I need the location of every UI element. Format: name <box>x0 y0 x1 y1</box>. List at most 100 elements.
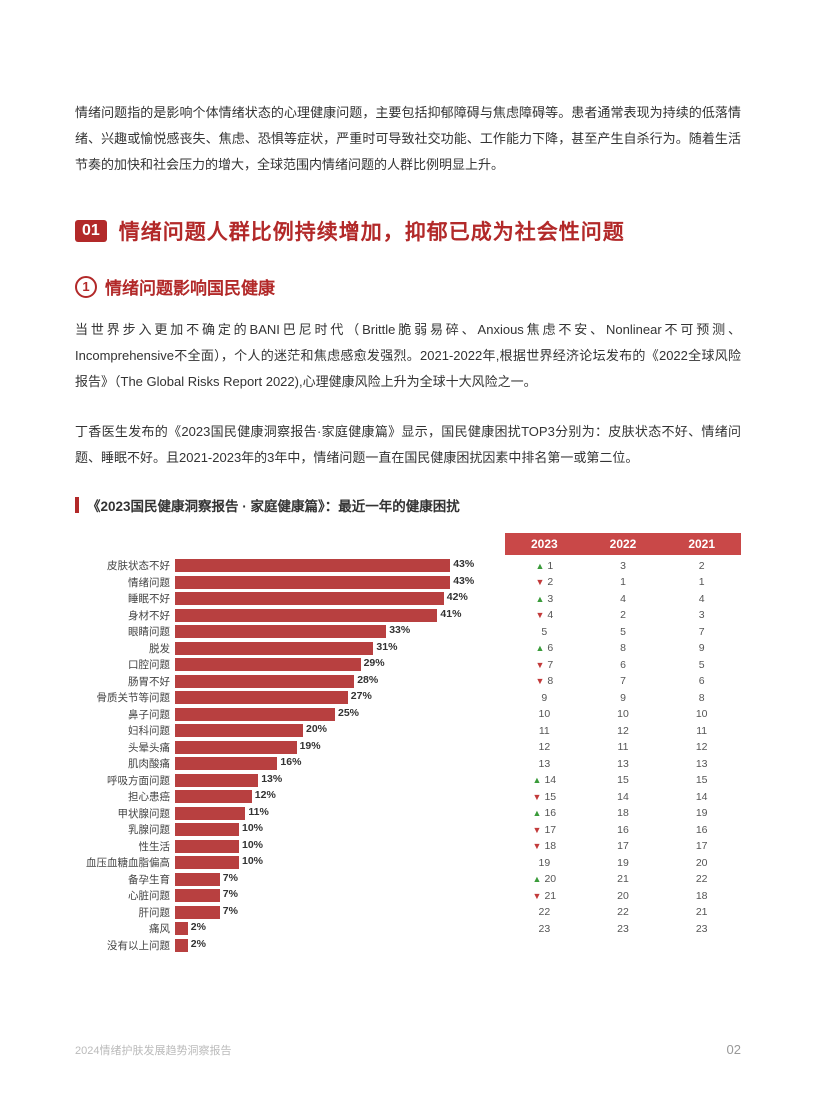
rank-cell: 16 <box>584 824 663 836</box>
rank-table: 2023 2022 2021 ▲132▼211▲344▼423557▲689▼7… <box>505 533 741 954</box>
bar-value: 25% <box>338 707 359 719</box>
body-paragraph-2: 丁香医生发布的《2023国民健康洞察报告·家庭健康篇》显示，国民健康困扰TOP3… <box>75 419 741 471</box>
bar-fill <box>175 757 277 770</box>
year-header-2022: 2022 <box>584 537 663 551</box>
bar-value: 7% <box>223 905 238 917</box>
rank-cell: ▼17 <box>505 824 584 836</box>
rank-cell: 22 <box>662 873 741 885</box>
rank-row: ▼212018 <box>505 888 741 903</box>
rank-row <box>505 938 741 953</box>
rank-cell: 23 <box>662 923 741 935</box>
chart-title-accent <box>75 497 79 513</box>
bar-label: 血压血糖血脂偏高 <box>75 855 175 870</box>
rank-row: ▼151414 <box>505 789 741 804</box>
section-number-badge: 01 <box>75 220 107 242</box>
rank-cell: ▼18 <box>505 840 584 852</box>
bar-value: 13% <box>261 773 282 785</box>
rank-cell: 3 <box>584 560 663 572</box>
bar-value: 2% <box>191 921 206 933</box>
bar-fill <box>175 873 220 886</box>
rank-cell: 22 <box>505 906 584 918</box>
bar-row: 皮肤状态不好43% <box>75 558 495 573</box>
bar-fill <box>175 708 335 721</box>
bar-label: 妇科问题 <box>75 723 175 738</box>
subsection-header: 1 情绪问题影响国民健康 <box>75 274 741 299</box>
bar-label: 痛风 <box>75 921 175 936</box>
bar-value: 11% <box>248 806 268 818</box>
bar-row: 担心患癌12% <box>75 789 495 804</box>
bar-row: 肠胃不好28% <box>75 674 495 689</box>
rank-row: ▼876 <box>505 674 741 689</box>
rank-cell: 11 <box>662 725 741 737</box>
bar-value: 41% <box>440 608 461 620</box>
bar-value: 7% <box>223 888 238 900</box>
rank-cell: 4 <box>662 593 741 605</box>
body-paragraph-1: 当世界步入更加不确定的BANI巴尼时代（Brittle脆弱易碎、Anxious焦… <box>75 317 741 395</box>
arrow-down-icon: ▼ <box>535 676 544 686</box>
bar-chart: 皮肤状态不好43%情绪问题43%睡眠不好42%身材不好41%眼睛问题33%脱发3… <box>75 533 495 954</box>
chart-title-row: 《2023国民健康洞察报告 · 家庭健康篇》：最近一年的健康困扰 <box>75 495 741 515</box>
bar-label: 眼睛问题 <box>75 624 175 639</box>
rank-row: 998 <box>505 690 741 705</box>
bar-label: 鼻子问题 <box>75 707 175 722</box>
rank-cell: 19 <box>662 807 741 819</box>
rank-cell: 9 <box>505 692 584 704</box>
rank-cell: 16 <box>662 824 741 836</box>
bar-value: 10% <box>242 855 263 867</box>
rank-cell: ▼21 <box>505 890 584 902</box>
rank-cell: 7 <box>584 675 663 687</box>
rank-row: ▲132 <box>505 558 741 573</box>
rank-cell: 13 <box>584 758 663 770</box>
bar-row: 口腔问题29% <box>75 657 495 672</box>
bar-value: 10% <box>242 822 263 834</box>
subsection-title: 情绪问题影响国民健康 <box>105 274 275 299</box>
rank-cell: 6 <box>662 675 741 687</box>
rank-cell: ▼7 <box>505 659 584 671</box>
bar-row: 性生活 10% <box>75 839 495 854</box>
rank-row: 101010 <box>505 707 741 722</box>
bar-label: 肝问题 <box>75 905 175 920</box>
arrow-down-icon: ▼ <box>533 792 542 802</box>
rank-cell: 13 <box>662 758 741 770</box>
rank-cell: 10 <box>505 708 584 720</box>
rank-cell: 23 <box>584 923 663 935</box>
bar-row: 眼睛问题33% <box>75 624 495 639</box>
bar-row: 心脏问题7% <box>75 888 495 903</box>
rank-cell: ▲20 <box>505 873 584 885</box>
rank-cell: 5 <box>505 626 584 638</box>
rank-cell: 6 <box>584 659 663 671</box>
arrow-up-icon: ▲ <box>535 643 544 653</box>
rank-row: 121112 <box>505 740 741 755</box>
rank-row: 557 <box>505 624 741 639</box>
rank-row: ▼423 <box>505 608 741 623</box>
footer-report-name: 2024情绪护肤发展趋势洞察报告 <box>75 1042 231 1058</box>
bar-value: 43% <box>453 558 474 570</box>
bar-label: 身材不好 <box>75 608 175 623</box>
rank-cell: 13 <box>505 758 584 770</box>
bar-fill <box>175 922 188 935</box>
rank-row: 131313 <box>505 756 741 771</box>
bar-fill <box>175 741 297 754</box>
arrow-up-icon: ▲ <box>535 594 544 604</box>
rank-cell: 23 <box>505 923 584 935</box>
arrow-down-icon: ▼ <box>533 891 542 901</box>
rank-cell: 7 <box>662 626 741 638</box>
rank-cell: 2 <box>584 609 663 621</box>
rank-row: ▼765 <box>505 657 741 672</box>
chart-title: 《2023国民健康洞察报告 · 家庭健康篇》：最近一年的健康困扰 <box>87 495 460 515</box>
bar-fill <box>175 823 239 836</box>
bar-value: 10% <box>242 839 263 851</box>
rank-row: ▲141515 <box>505 773 741 788</box>
rank-cell: 9 <box>662 642 741 654</box>
bar-fill <box>175 889 220 902</box>
rank-table-header: 2023 2022 2021 <box>505 533 741 555</box>
bar-label: 骨质关节等问题 <box>75 690 175 705</box>
rank-row: 191920 <box>505 855 741 870</box>
bar-fill <box>175 642 373 655</box>
rank-cell: 1 <box>584 576 663 588</box>
arrow-down-icon: ▼ <box>533 841 542 851</box>
page-number: 02 <box>727 1042 741 1058</box>
arrow-up-icon: ▲ <box>533 874 542 884</box>
arrow-down-icon: ▼ <box>533 825 542 835</box>
bar-label: 性生活 <box>75 839 175 854</box>
